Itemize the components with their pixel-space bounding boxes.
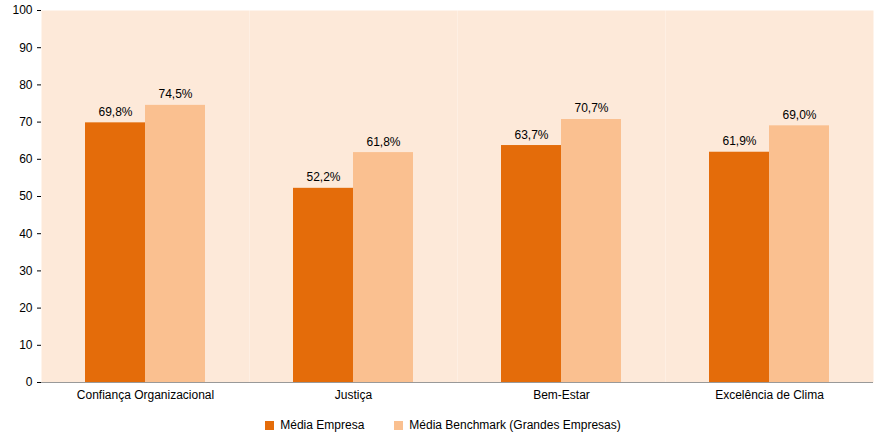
svg-text:70: 70 (19, 115, 33, 129)
svg-text:61,9%: 61,9% (722, 134, 756, 148)
svg-text:60: 60 (19, 152, 33, 166)
svg-text:69,8%: 69,8% (98, 105, 132, 119)
svg-text:Confiança Organizacional: Confiança Organizacional (77, 388, 214, 402)
svg-text:80: 80 (19, 78, 33, 92)
svg-text:Excelência de Clima: Excelência de Clima (715, 388, 824, 402)
svg-text:70,7%: 70,7% (574, 101, 608, 115)
svg-text:20: 20 (19, 301, 33, 315)
svg-text:52,2%: 52,2% (306, 170, 340, 184)
svg-text:90: 90 (19, 41, 33, 55)
svg-text:61,8%: 61,8% (366, 135, 400, 149)
svg-text:74,5%: 74,5% (158, 87, 192, 101)
svg-text:Justiça: Justiça (335, 388, 373, 402)
svg-text:0: 0 (26, 375, 33, 389)
svg-text:10: 10 (19, 338, 33, 352)
svg-text:30: 30 (19, 264, 33, 278)
svg-text:63,7%: 63,7% (514, 128, 548, 142)
svg-text:100: 100 (12, 3, 32, 17)
svg-text:50: 50 (19, 189, 33, 203)
svg-text:Bem-Estar: Bem-Estar (533, 388, 590, 402)
html-text:Média Benchmark (Grandes Empre: Média Benchmark (Grandes Empresas) (409, 418, 621, 432)
svg-text:40: 40 (19, 227, 33, 241)
svg-text:69,0%: 69,0% (782, 108, 816, 122)
html-text:Média Empresa: Média Empresa (280, 418, 365, 432)
